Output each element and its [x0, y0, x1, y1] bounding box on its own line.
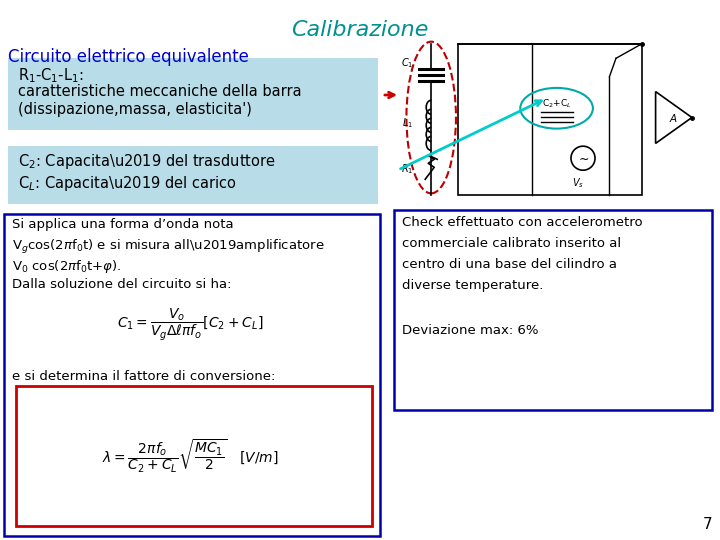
Text: C$_L$: Capacita\u2019 del carico: C$_L$: Capacita\u2019 del carico — [18, 174, 237, 193]
Text: $\lambda = \dfrac{2\pi f_o}{C_2 + C_L}\sqrt{\dfrac{MC_1}{2}} \quad [V/m]$: $\lambda = \dfrac{2\pi f_o}{C_2 + C_L}\s… — [102, 437, 279, 475]
Text: $R_1$: $R_1$ — [401, 163, 413, 176]
Text: Dalla soluzione del circuito si ha:: Dalla soluzione del circuito si ha: — [12, 278, 232, 291]
Text: Deviazione max: 6%: Deviazione max: 6% — [402, 324, 539, 337]
Text: 7: 7 — [703, 517, 712, 532]
Text: $V_s$: $V_s$ — [572, 176, 584, 190]
Text: diverse temperature.: diverse temperature. — [402, 279, 544, 292]
Text: $L_1$: $L_1$ — [402, 116, 413, 130]
Text: V$_g$cos(2$\pi$f$_0$t) e si misura all\u2019amplificatore: V$_g$cos(2$\pi$f$_0$t) e si misura all\u… — [12, 238, 325, 256]
Text: Check effettuato con accelerometro: Check effettuato con accelerometro — [402, 216, 643, 229]
Text: $A$: $A$ — [670, 111, 678, 124]
FancyBboxPatch shape — [394, 210, 712, 410]
Text: $\sim$: $\sim$ — [576, 152, 590, 165]
Text: V$_0$ cos(2$\pi$f$_0$t+$\varphi$).: V$_0$ cos(2$\pi$f$_0$t+$\varphi$). — [12, 258, 122, 275]
Bar — [458, 44, 642, 195]
FancyBboxPatch shape — [8, 58, 378, 130]
FancyBboxPatch shape — [16, 386, 372, 526]
Text: commerciale calibrato inserito al: commerciale calibrato inserito al — [402, 237, 621, 250]
Text: (dissipazione,massa, elasticita'): (dissipazione,massa, elasticita') — [18, 102, 252, 117]
Text: C$_2$+C$_L$: C$_2$+C$_L$ — [541, 97, 572, 110]
Text: Si applica una forma d’onda nota: Si applica una forma d’onda nota — [12, 218, 233, 231]
Text: $C_1$: $C_1$ — [401, 56, 413, 70]
FancyBboxPatch shape — [4, 214, 380, 536]
Text: C$_2$: Capacita\u2019 del trasduttore: C$_2$: Capacita\u2019 del trasduttore — [18, 152, 276, 171]
Text: Calibrazione: Calibrazione — [292, 20, 428, 40]
Text: centro di una base del cilindro a: centro di una base del cilindro a — [402, 258, 617, 271]
Text: e si determina il fattore di conversione:: e si determina il fattore di conversione… — [12, 370, 275, 383]
Text: R$_1$-C$_1$-L$_1$:: R$_1$-C$_1$-L$_1$: — [18, 66, 84, 85]
FancyBboxPatch shape — [8, 146, 378, 204]
Text: Circuito elettrico equivalente: Circuito elettrico equivalente — [8, 48, 249, 66]
Text: caratteristiche meccaniche della barra: caratteristiche meccaniche della barra — [18, 84, 302, 99]
Text: $C_1 = \dfrac{V_o}{V_g \Delta \ell \pi f_o} \left[C_2 + C_L\right]$: $C_1 = \dfrac{V_o}{V_g \Delta \ell \pi f… — [117, 307, 264, 343]
